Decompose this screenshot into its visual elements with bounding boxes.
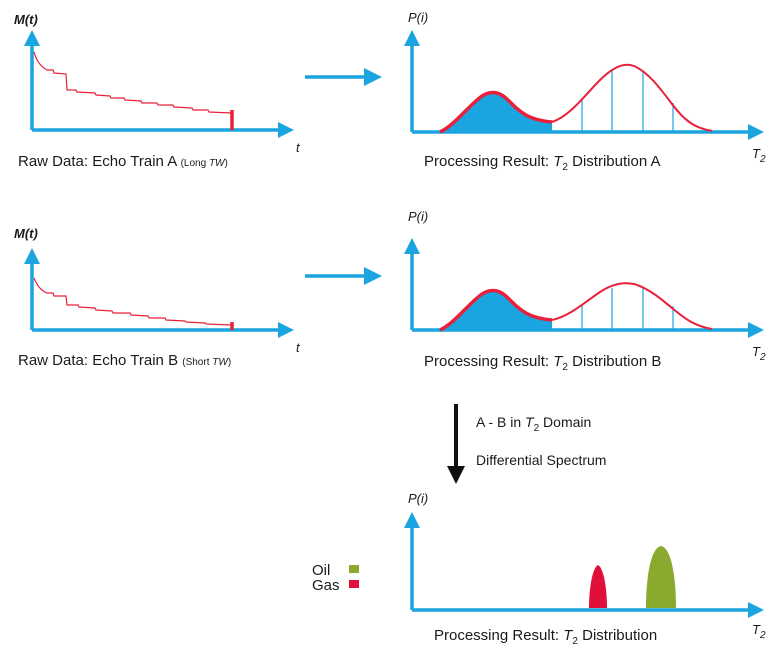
result-b-gas-peak-curve [439, 288, 553, 332]
raw-a-y-arrow-icon [24, 30, 40, 46]
result-b-gas-peak-fill [440, 290, 552, 330]
legend-oil-swatch [349, 565, 359, 573]
result-a-oil-peak-curve [551, 63, 713, 132]
differential-panel: P(i) T2 Processing Result: T2 Distributi… [404, 491, 766, 647]
legend-oil-label: Oil [312, 562, 330, 579]
result-b-caption: Processing Result: T2 Distribution B [424, 353, 661, 373]
raw-a-caption: Raw Data: Echo Train A (Long TW) [18, 153, 228, 170]
raw-data-panel-b: M(t) t Raw Data: Echo Train B (Short TW) [14, 226, 301, 369]
diff-y-arrow-icon [404, 512, 420, 528]
result-b-y-axis-label: P(i) [408, 209, 428, 224]
result-a-y-axis-label: P(i) [408, 10, 428, 25]
result-a-y-arrow-icon [404, 30, 420, 46]
result-b-oil-peak-curve [551, 282, 713, 330]
subtraction-label: A - B in T2 Domain [476, 414, 591, 434]
result-a-x-arrow-icon [748, 124, 764, 140]
diff-gas-peak [589, 565, 607, 608]
raw-a-y-axis-label: M(t) [14, 12, 38, 27]
process-arrow-b [305, 267, 382, 285]
process-arrow-a [305, 68, 382, 86]
raw-b-echo-decay-curve [33, 277, 233, 326]
result-b-x-axis-label: T2 [752, 344, 766, 363]
differential-spectrum-label: Differential Spectrum [476, 452, 606, 468]
diff-caption: Processing Result: T2 Distribution [434, 627, 657, 647]
subtraction-arrow-down-icon [447, 466, 465, 484]
diff-x-arrow-icon [748, 602, 764, 618]
result-a-gas-peak-fill [440, 92, 552, 132]
result-b-y-arrow-icon [404, 238, 420, 254]
diff-x-axis-label: T2 [752, 622, 766, 641]
legend-gas-label: Gas [312, 577, 340, 594]
raw-b-x-axis-label: t [296, 340, 301, 355]
result-a-gas-peak-curve [439, 90, 553, 134]
process-arrow-a-icon [364, 68, 382, 86]
diff-oil-peak [646, 546, 676, 608]
result-a-x-axis-label: T2 [752, 146, 766, 165]
result-a-caption: Processing Result: T2 Distribution A [424, 153, 661, 173]
raw-a-x-arrow-icon [278, 122, 294, 138]
raw-a-x-axis-label: t [296, 140, 301, 155]
result-b-x-arrow-icon [748, 322, 764, 338]
legend-gas-swatch [349, 580, 359, 588]
raw-b-y-axis-label: M(t) [14, 226, 38, 241]
raw-b-x-arrow-icon [278, 322, 294, 338]
fluid-legend: Oil Gas [312, 562, 359, 594]
diff-y-axis-label: P(i) [408, 491, 428, 506]
result-panel-a: P(i) T2 Processing Result: T2 Distributi… [404, 10, 766, 173]
raw-a-echo-decay-curve [33, 51, 233, 114]
subtraction-step: A - B in T2 Domain Differential Spectrum [447, 404, 606, 484]
raw-b-caption: Raw Data: Echo Train B (Short TW) [18, 352, 231, 369]
result-panel-b: P(i) T2 Processing Result: T2 Distributi… [404, 209, 766, 373]
raw-b-y-arrow-icon [24, 248, 40, 264]
raw-data-panel-a: M(t) t Raw Data: Echo Train A (Long TW) [14, 12, 301, 170]
process-arrow-b-icon [364, 267, 382, 285]
